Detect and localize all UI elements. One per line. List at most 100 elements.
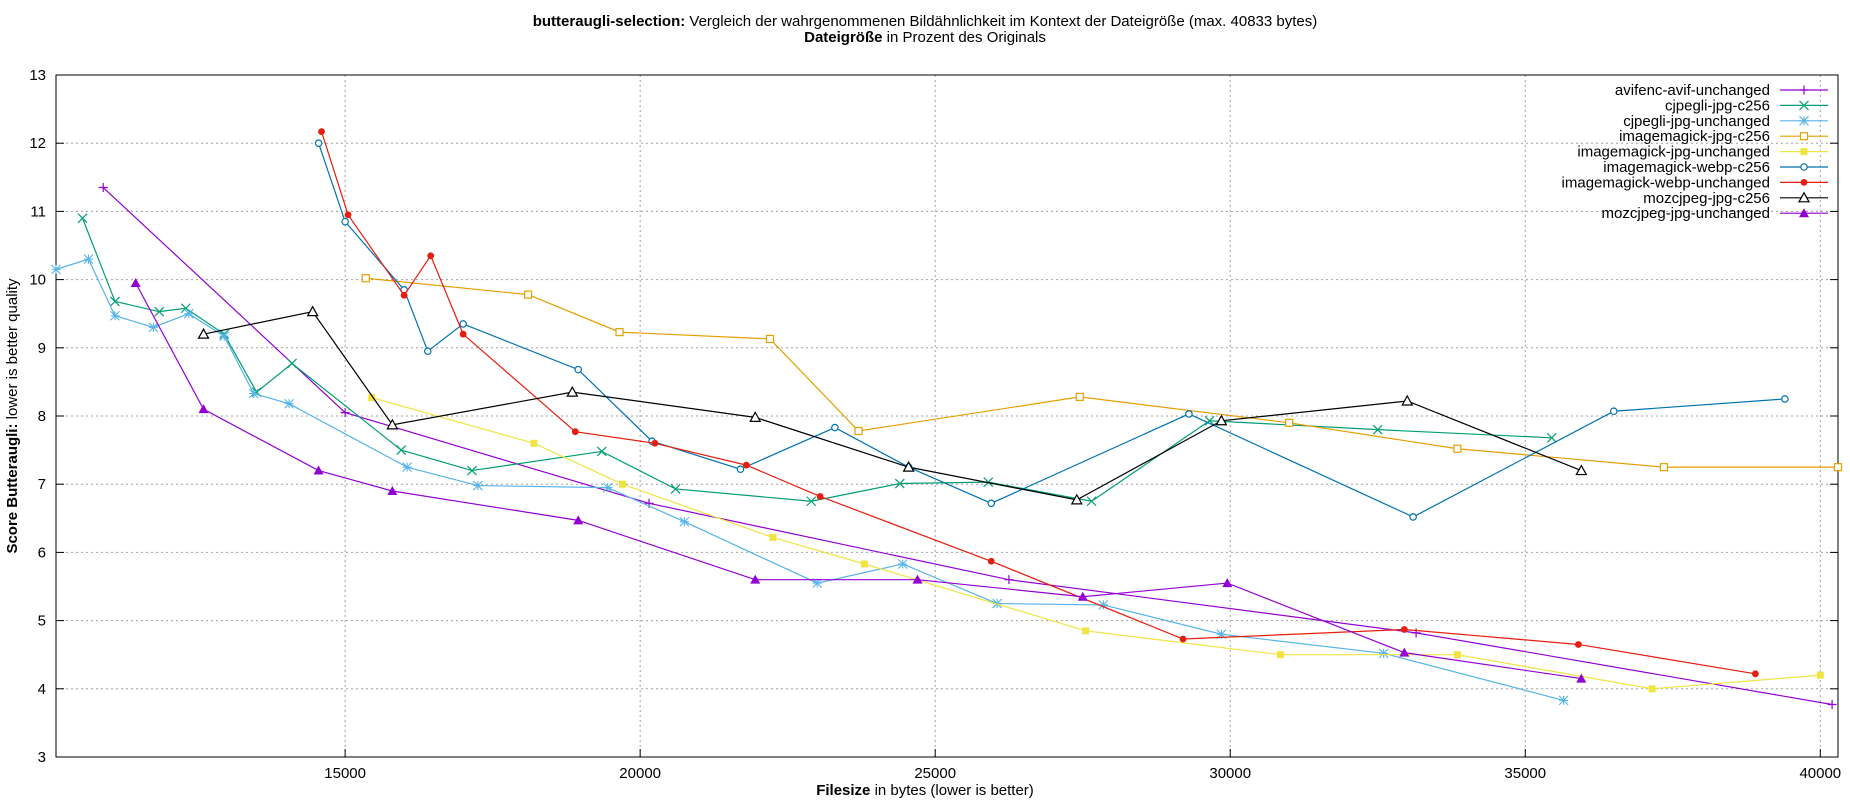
- data-point: [387, 486, 398, 496]
- legend-label: mozcjpeg-jpg-c256: [1643, 190, 1770, 207]
- data-point: [340, 408, 350, 418]
- data-point: [1609, 407, 1618, 416]
- chart-title: butteraugli-selection: Vergleich der wah…: [533, 13, 1318, 30]
- legend-item: imagemagick-jpg-c256: [1619, 128, 1828, 145]
- y-tick-label: 11: [30, 203, 46, 220]
- data-point: [769, 533, 777, 541]
- x-tick-label: 25000: [914, 765, 956, 782]
- data-point: [679, 516, 690, 527]
- series-imagemagick-webp-c256: [314, 139, 1789, 521]
- data-point: [574, 365, 583, 374]
- data-point: [1204, 415, 1215, 426]
- legend-item: imagemagick-webp-unchanged: [1562, 174, 1828, 191]
- data-point: [816, 493, 824, 500]
- data-point: [313, 465, 324, 475]
- data-point: [1453, 444, 1462, 453]
- y-tick-label: 5: [38, 613, 46, 630]
- data-point: [523, 290, 533, 299]
- data-point: [341, 217, 349, 226]
- series-cjpegli-jpg-unchanged: [51, 254, 1569, 706]
- data-point: [1797, 191, 1811, 203]
- y-tick-label: 4: [38, 681, 46, 698]
- series-cjpegli-jpg-c256: [77, 213, 1557, 507]
- y-tick-label: 13: [29, 67, 46, 84]
- data-point: [812, 578, 823, 588]
- data-point: [1833, 463, 1843, 472]
- legend-label: imagemagick-jpg-unchanged: [1577, 144, 1770, 161]
- data-point: [1086, 496, 1097, 507]
- data-point: [1372, 424, 1383, 435]
- data-point: [573, 515, 584, 525]
- data-point: [110, 310, 120, 321]
- data-point: [197, 327, 210, 339]
- x2-axis-label-rest: in Prozent des Originals: [882, 29, 1045, 46]
- data-point: [130, 278, 141, 288]
- data-point: [344, 211, 352, 219]
- data-point: [361, 274, 370, 283]
- data-point: [1401, 394, 1414, 406]
- series-line: [55, 258, 1564, 701]
- data-point: [1185, 410, 1193, 418]
- data-point: [386, 418, 399, 430]
- data-point: [897, 559, 908, 569]
- data-point: [831, 423, 839, 432]
- data-point: [423, 347, 432, 356]
- y-tick-label: 10: [29, 272, 46, 289]
- legend-label: imagemagick-webp-unchanged: [1562, 174, 1770, 191]
- data-point: [566, 385, 579, 397]
- x-axis-label-rest: in bytes (lower is better): [870, 782, 1033, 799]
- data-point: [806, 496, 817, 507]
- series-avifenc-avif-unchanged: [98, 183, 1837, 709]
- series-line: [102, 187, 1833, 706]
- legend-item: mozcjpeg-jpg-c256: [1643, 190, 1828, 207]
- data-point: [1799, 100, 1809, 111]
- y-tick-label: 3: [38, 749, 46, 766]
- data-point: [83, 254, 94, 265]
- data-point: [402, 462, 412, 473]
- x-tick-label: 40000: [1799, 765, 1841, 782]
- y-tick-label: 8: [38, 408, 46, 425]
- series-imagemagick-jpg-unchanged: [368, 394, 1824, 693]
- data-point: [198, 404, 209, 414]
- y-tick-label: 12: [29, 135, 46, 152]
- data-point: [1098, 600, 1109, 610]
- data-point: [1400, 626, 1408, 633]
- series-line: [81, 218, 1552, 502]
- data-point: [749, 411, 762, 422]
- x-axis-label: Filesize in bytes (lower is better): [816, 782, 1034, 799]
- chart-title-bold: butteraugli-selection:: [533, 13, 686, 30]
- data-point: [1799, 208, 1809, 218]
- data-point: [1453, 651, 1461, 659]
- data-point: [742, 461, 750, 469]
- data-point: [148, 322, 159, 333]
- data-point: [1411, 628, 1421, 638]
- series-imagemagick-webp-unchanged: [318, 128, 1759, 678]
- legend-item: mozcjpeg-jpg-unchanged: [1602, 205, 1828, 222]
- data-point: [1648, 685, 1656, 693]
- data-point: [736, 465, 745, 473]
- data-point: [284, 398, 294, 409]
- data-point: [77, 213, 88, 224]
- legend: avifenc-avif-unchangedcjpegli-jpg-c256cj…: [1562, 82, 1828, 222]
- data-point: [1751, 670, 1759, 678]
- data-point: [183, 308, 194, 319]
- y-axis-label: Score Butteraugli: lower is better quali…: [4, 278, 21, 554]
- legend-label: cjpegli-jpg-unchanged: [1623, 113, 1770, 130]
- y-tick-label: 9: [38, 340, 46, 357]
- data-point: [571, 428, 579, 436]
- series-line: [135, 282, 1582, 680]
- data-point: [765, 334, 775, 344]
- data-point: [670, 484, 681, 494]
- data-point: [314, 139, 323, 148]
- data-point: [1285, 418, 1294, 427]
- data-point: [287, 358, 297, 369]
- data-point: [618, 480, 626, 488]
- data-point: [987, 557, 995, 565]
- x-axis-label-bold: Filesize: [816, 782, 870, 799]
- legend-label: imagemagick-jpg-c256: [1619, 128, 1770, 145]
- series-group: [51, 128, 1843, 709]
- x-tick-label: 15000: [324, 765, 366, 782]
- data-point: [1575, 464, 1588, 476]
